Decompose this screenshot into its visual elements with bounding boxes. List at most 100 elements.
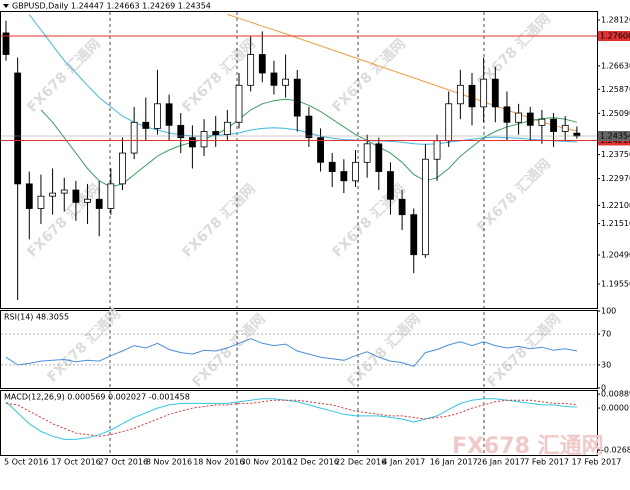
plot-layer [1,14,597,440]
y-tick-label: 100 [601,307,616,316]
x-tick-label: 27 Oct 2016 [99,458,148,467]
candle-body [293,78,301,117]
y-tick-label: -0.026827 [601,446,630,455]
candle-body [49,192,56,197]
macd-line [5,398,577,440]
x-tick-label: 30 Nov 2016 [241,458,292,467]
candle-body [84,198,91,203]
candle-body [445,103,453,142]
y-tick-label: 1.25870 [601,85,630,94]
logo: FX678 汇通网 [452,434,604,459]
main-panel [0,11,598,309]
candle-body [526,112,534,126]
candle-body [165,103,173,126]
candle-body [223,121,231,135]
candle-body [538,118,546,126]
candle-body [433,140,441,160]
x-tick-label: 22 Dec 2016 [335,458,386,467]
candle-body [328,161,336,172]
last-price-label: 1.24354 [600,132,630,141]
candle-body [130,121,138,154]
x-tick-label: 12 Dec 2016 [288,458,339,467]
y-tick-label: 1.28120 [601,16,630,25]
y-tick-label: 1.22100 [601,201,630,210]
candle-body [410,214,418,256]
y-tick-label: 0.0000 [601,404,629,413]
x-tick-label: 16 Jan 2017 [430,458,478,467]
y-tick-label: 0.008893 [601,390,630,399]
candle-body [119,152,126,185]
candle-body [282,78,290,86]
candle-body [398,198,406,216]
candle-body [154,103,161,129]
candle-body [14,72,22,185]
y-tick-label: 1.23750 [601,150,630,159]
candle-body [188,137,196,148]
candle-body [491,78,499,108]
candle-body [550,118,557,132]
dropdown-icon [3,4,9,8]
y-tick-label: 1.26630 [601,61,630,70]
y-tick-label: 1.22970 [601,174,630,183]
x-tick-label: 7 Feb 2017 [524,458,569,467]
y-tick-label: 1.19550 [601,279,630,288]
candle-body [456,84,464,105]
macd-line [5,399,577,437]
candle-body [72,189,80,203]
candle-body [340,171,348,182]
candle-body [247,54,255,86]
y-tick-label: 30 [601,360,611,369]
y-tick-label: 1.25090 [601,109,630,118]
candle-body [107,183,115,209]
x-tick-label: 8 Nov 2016 [146,458,192,467]
candle-body [235,84,243,123]
candle-body [200,131,208,148]
x-tick-label: 26 Jan 2017 [477,458,525,467]
rsi-title: RSI(14) 48.3055 [4,313,69,322]
candle-body [177,124,185,139]
candle-body [317,137,324,163]
level-label-box [598,31,630,42]
candle-body [515,112,522,123]
y-tick-label: 70 [601,330,611,339]
x-tick-label: 5 Oct 2016 [4,458,48,467]
candle-body [573,132,581,137]
level-label: 1.27600 [600,32,630,41]
moving-average [28,14,577,145]
candle-body [421,158,429,256]
candle-body [480,78,488,108]
moving-average [40,98,578,188]
candle-body [212,131,220,135]
x-tick-label: 4 Jan 2017 [382,458,425,467]
chart-title: GBPUSD,Daily 1.24447 1.24663 1.24269 1.2… [12,2,211,11]
x-tick-label: 17 Feb 2017 [572,458,622,467]
y-tick-label: 0 [601,384,606,393]
x-tick-label: 17 Oct 2016 [51,458,100,467]
candle-body [60,189,68,194]
candle-body [270,72,278,86]
candle-body [561,124,569,132]
rsi-line [5,338,577,367]
candle-body [2,32,10,55]
candle-body [258,54,266,74]
macd-title: MACD(12,26,9) 0.000569 0.002027 -0.00145… [4,393,190,402]
y-tick-label: 1.20490 [601,251,630,260]
candle-body [352,161,359,182]
candle-body [142,121,150,129]
candle-body [468,84,476,108]
y-tick-label: 1.21510 [601,219,630,228]
candle-body [305,115,313,139]
last-price-box [598,131,630,142]
x-tick-label: 18 Nov 2016 [193,458,244,467]
candle-body [37,195,45,209]
candle-body [25,183,33,209]
rsi-panel [0,310,598,389]
macd-panel [0,390,598,456]
candle-body [95,198,103,209]
candle-body [503,106,511,123]
candle-body [363,143,371,163]
candle-body [387,171,394,200]
candle-body [375,143,383,172]
